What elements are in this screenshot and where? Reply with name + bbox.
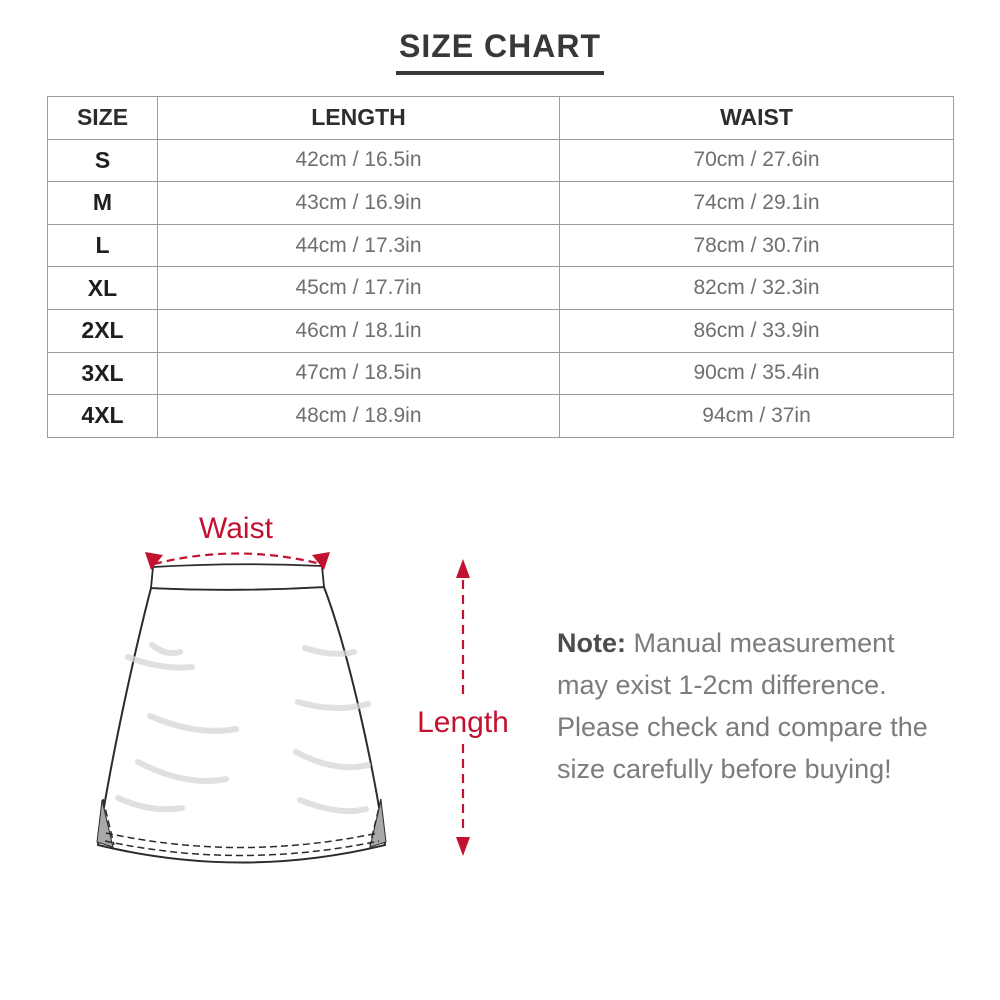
table-row: L 44cm / 17.3in 78cm / 30.7in: [47, 223, 954, 268]
size-value: XL: [47, 266, 158, 310]
waist-arrow-arc: [153, 552, 322, 566]
table-row: M 43cm / 16.9in 74cm / 29.1in: [47, 181, 954, 225]
header-length: LENGTH: [157, 96, 560, 140]
note-body: Manual measurement may exist 1-2cm diffe…: [557, 628, 928, 784]
waist-value: 74cm / 29.1in: [559, 181, 954, 225]
size-table: SIZE LENGTH WAIST S 42cm / 16.5in 70cm /…: [47, 96, 954, 438]
note-prefix: Note:: [557, 628, 626, 658]
size-value: 2XL: [47, 308, 158, 353]
size-value: M: [47, 181, 158, 225]
length-value: 44cm / 17.3in: [157, 223, 560, 268]
length-value: 42cm / 16.5in: [157, 138, 560, 183]
length-value: 47cm / 18.5in: [157, 351, 560, 396]
length-arrow: [456, 559, 470, 856]
skirt-body-outline: [96, 585, 387, 864]
size-value: 3XL: [47, 351, 158, 396]
length-label: Length: [414, 704, 512, 742]
header-size: SIZE: [47, 96, 158, 140]
table-row: 2XL 46cm / 18.1in 86cm / 33.9in: [47, 308, 954, 353]
waist-value: 86cm / 33.9in: [559, 308, 954, 353]
waist-value: 78cm / 30.7in: [559, 223, 954, 268]
header-waist: WAIST: [559, 96, 954, 140]
length-value: 45cm / 17.7in: [157, 266, 560, 310]
size-value: S: [47, 138, 158, 183]
waist-value: 94cm / 37in: [559, 394, 954, 438]
waistband: [150, 563, 325, 591]
table-row: S 42cm / 16.5in 70cm / 27.6in: [47, 138, 954, 183]
size-value: L: [47, 223, 158, 268]
waist-label: Waist: [199, 512, 273, 545]
size-value: 4XL: [47, 394, 158, 438]
table-header-row: SIZE LENGTH WAIST: [47, 96, 954, 140]
waist-value: 90cm / 35.4in: [559, 351, 954, 396]
table-row: 3XL 47cm / 18.5in 90cm / 35.4in: [47, 351, 954, 396]
fabric-wrinkles: [115, 642, 371, 815]
note-text: Note: Manual measurement may exist 1-2cm…: [557, 622, 945, 790]
skirt-measurement-diagram: [96, 552, 470, 864]
waist-value: 82cm / 32.3in: [559, 266, 954, 310]
waist-value: 70cm / 27.6in: [559, 138, 954, 183]
page-title-wrap: SIZE CHART: [0, 28, 1000, 75]
table-row: XL 45cm / 17.7in 82cm / 32.3in: [47, 266, 954, 310]
table-row: 4XL 48cm / 18.9in 94cm / 37in: [47, 394, 954, 438]
page-title: SIZE CHART: [396, 28, 604, 75]
waist-arrow-left-head: [145, 552, 163, 570]
length-value: 48cm / 18.9in: [157, 394, 560, 438]
length-value: 43cm / 16.9in: [157, 181, 560, 225]
length-value: 46cm / 18.1in: [157, 308, 560, 353]
left-slit-wedge: [96, 799, 114, 848]
waist-arrow-right-head: [312, 552, 330, 570]
hem-stitching: [102, 798, 382, 857]
